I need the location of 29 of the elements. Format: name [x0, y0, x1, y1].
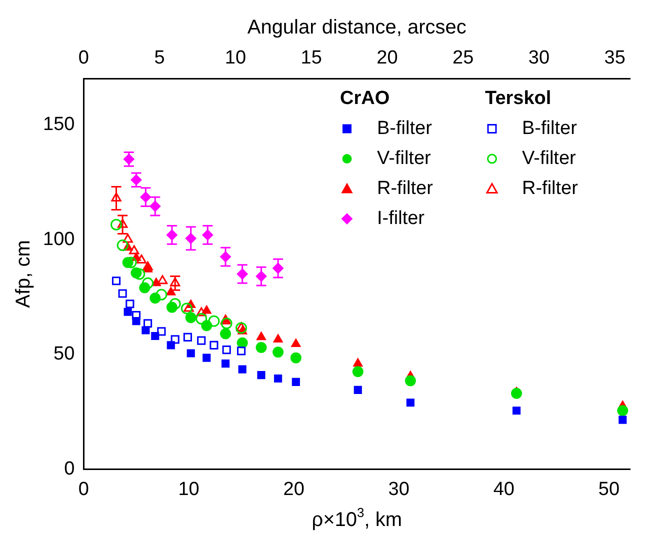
- legend-label: R-filter: [377, 178, 434, 200]
- annotation: Terskol: [485, 88, 552, 110]
- x2-tick-label: 25: [452, 48, 474, 69]
- x-tick-label: 20: [283, 478, 304, 500]
- x-tick-label: 50: [598, 478, 620, 500]
- y-tick-label: 0: [64, 458, 75, 480]
- x2-tick-label: 35: [604, 48, 626, 69]
- legend-label: R-filter: [522, 178, 579, 200]
- y-axis-title: Afp, cm: [12, 240, 35, 308]
- x2-axis-title: Angular distance, arcsec: [247, 16, 466, 39]
- y-tick-label: 150: [43, 114, 75, 135]
- legend-label: I-filter: [377, 208, 426, 230]
- x-tick-label: 30: [388, 478, 410, 500]
- legend-label: V-filter: [522, 148, 577, 170]
- legend-label: V-filter: [377, 148, 432, 170]
- legend-label: B-filter: [522, 118, 578, 140]
- x2-tick-label: 20: [376, 48, 398, 69]
- x2-tick-label: 10: [224, 48, 246, 69]
- x2-tick-label: 0: [78, 48, 89, 69]
- x2-tick-label: 15: [300, 48, 322, 69]
- legend-label: B-filter: [377, 118, 433, 140]
- x2-tick-label: 5: [154, 48, 165, 69]
- y-tick-label: 50: [54, 344, 75, 365]
- x-tick-label: 40: [493, 478, 514, 500]
- annotation: CrAO: [340, 88, 390, 110]
- y-tick-label: 100: [43, 228, 75, 250]
- x-tick-label: 0: [78, 478, 89, 500]
- x-tick-label: 10: [178, 478, 200, 500]
- x2-tick-label: 30: [528, 48, 550, 69]
